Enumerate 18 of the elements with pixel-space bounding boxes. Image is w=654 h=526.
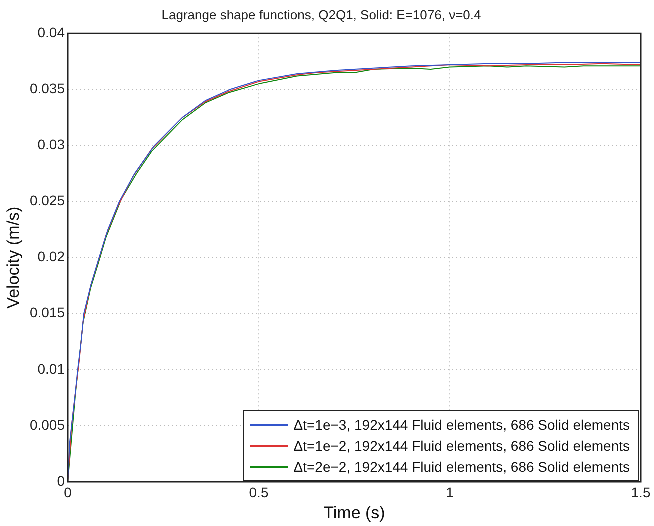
y-axis-title: Velocity (m/s)	[4, 206, 23, 309]
y-tick-label: 0	[57, 472, 66, 489]
x-tick-label: 1	[446, 484, 454, 500]
y-tick-label: 0.005	[30, 416, 66, 433]
y-tick-label: 0.035	[30, 80, 66, 97]
x-tick-label: 1.5	[631, 484, 651, 500]
chart-title: Lagrange shape functions, Q2Q1, Solid: E=1076, ν=0.4	[162, 7, 482, 22]
legend-label: Δt=1e−3, 192x144 Fluid elements, 686 Solid elements	[294, 416, 630, 432]
y-tick-label: 0.02	[38, 248, 66, 265]
y-tick-label: 0.04	[38, 24, 66, 40]
y-tick-label: 0.03	[38, 136, 66, 153]
legend-label: Δt=2e−2, 192x144 Fluid elements, 686 Solid elements	[294, 458, 630, 474]
y-tick-label: 0.025	[30, 192, 66, 209]
x-axis-title: Time (s)	[324, 503, 386, 522]
y-tick-label: 0.015	[30, 304, 66, 321]
legend-label: Δt=1e−2, 192x144 Fluid elements, 686 Solid elements	[294, 438, 630, 454]
y-tick-label: 0.01	[38, 360, 66, 377]
x-tick-label: 0.5	[249, 484, 269, 500]
